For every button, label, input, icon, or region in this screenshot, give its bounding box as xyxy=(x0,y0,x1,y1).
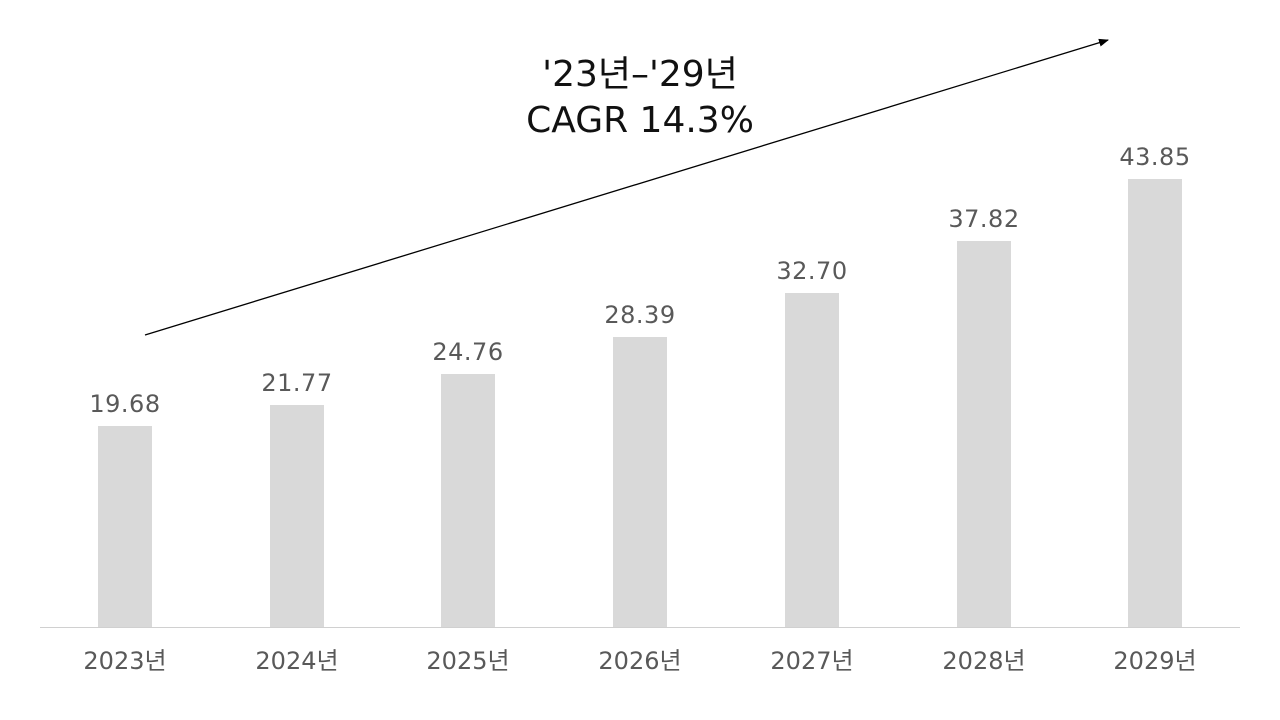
bar xyxy=(270,405,324,627)
x-axis-category-label: 2027년 xyxy=(770,647,854,675)
cagr-period-label: '23년–'29년 xyxy=(542,54,738,95)
bar xyxy=(98,426,152,627)
bar-value-label: 21.77 xyxy=(261,369,333,397)
bar xyxy=(785,293,839,627)
bar-value-label: 37.82 xyxy=(948,205,1020,233)
bar xyxy=(957,241,1011,627)
bar xyxy=(1128,179,1182,627)
bar xyxy=(613,337,667,627)
bar-value-label: 32.70 xyxy=(776,257,848,285)
x-axis-category-label: 2023년 xyxy=(83,647,167,675)
bar xyxy=(441,374,495,627)
bar-value-label: 28.39 xyxy=(604,301,676,329)
x-axis-line xyxy=(40,627,1240,628)
cagr-value-label: CAGR 14.3% xyxy=(526,100,754,141)
bar-value-label: 24.76 xyxy=(432,338,504,366)
bar-value-label: 19.68 xyxy=(89,390,161,418)
x-axis-category-label: 2024년 xyxy=(255,647,339,675)
cagr-annotation: '23년–'29년 CAGR 14.3% xyxy=(440,52,840,144)
x-axis-category-label: 2026년 xyxy=(598,647,682,675)
x-axis-category-label: 2025년 xyxy=(426,647,510,675)
bar-value-label: 43.85 xyxy=(1119,143,1191,171)
x-axis-category-label: 2028년 xyxy=(942,647,1026,675)
x-axis-category-label: 2029년 xyxy=(1113,647,1197,675)
